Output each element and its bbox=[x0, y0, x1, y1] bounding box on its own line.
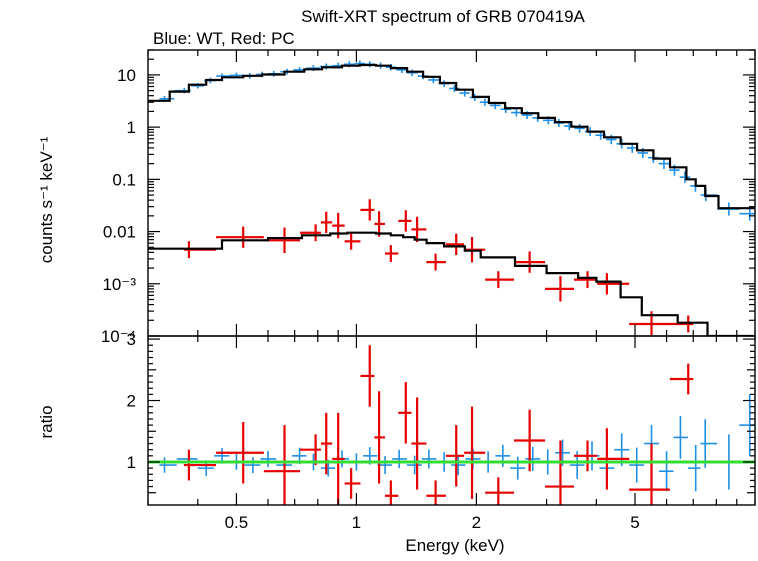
y-tick-label: 0.1 bbox=[112, 170, 136, 189]
y-tick-label: 10 bbox=[117, 66, 136, 85]
x-tick-label: 1 bbox=[352, 513, 361, 532]
x-tick-label: 5 bbox=[630, 513, 639, 532]
y-tick-label: 1 bbox=[127, 118, 136, 137]
x-axis-label: Energy (keV) bbox=[405, 536, 504, 555]
chart-subtitle: Blue: WT, Red: PC bbox=[153, 29, 295, 48]
y-tick-label: 3 bbox=[127, 330, 136, 349]
y-tick-label: 0.01 bbox=[103, 223, 136, 242]
y-tick-label: 1 bbox=[127, 453, 136, 472]
bottom-panel-frame bbox=[147, 335, 756, 506]
y-axis-label-bottom: ratio bbox=[37, 405, 56, 438]
wt-model-line bbox=[148, 63, 755, 210]
y-axis-label-top: counts s⁻¹ keV⁻¹ bbox=[37, 136, 56, 263]
y-tick-label: 2 bbox=[127, 392, 136, 411]
y-tick-label: 10⁻⁴ bbox=[101, 327, 136, 346]
x-tick-label: 2 bbox=[472, 513, 481, 532]
pc-model-line bbox=[148, 231, 755, 336]
x-tick-label: 0.5 bbox=[225, 513, 249, 532]
top-panel-frame bbox=[147, 49, 756, 337]
chart-title: Swift-XRT spectrum of GRB 070419A bbox=[301, 7, 585, 26]
y-tick-label: 10⁻³ bbox=[102, 275, 136, 294]
